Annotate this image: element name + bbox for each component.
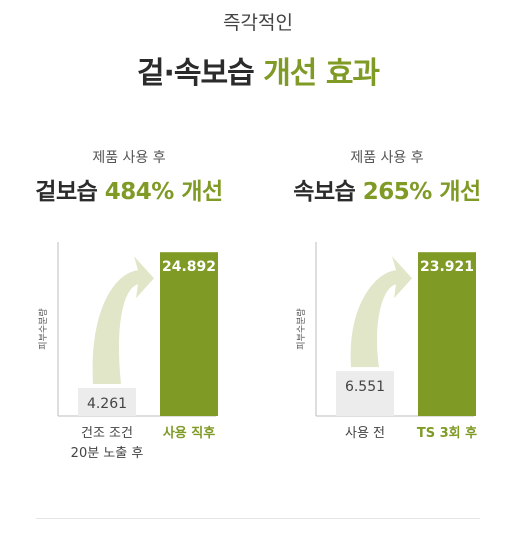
- bar-chart-outer-moisture: 피부수분량 4.261 건조 조건 20분 노출 후 24.892 사용 직후: [37, 242, 218, 461]
- panel-subtitle: 제품 사용 후: [92, 150, 166, 166]
- panel-subtitle: 제품 사용 후: [350, 150, 424, 166]
- increase-arrow-icon: [350, 256, 412, 368]
- bar-chart-inner-moisture: 피부수분량 6.551 사용 전 23.921 TS 3회 후: [295, 242, 477, 441]
- chart-panel-outer-moisture: 제품 사용 후 겉보습 484% 개선 피부수분량 4.261 건조 조건 20분 노…: [0, 150, 258, 461]
- x-tick-label: 사용 전: [345, 426, 385, 441]
- increase-arrow-icon: [92, 256, 154, 384]
- bar-after: [418, 252, 476, 416]
- stat-value: 265% 개선: [362, 179, 481, 205]
- bar-after: [160, 252, 218, 416]
- panel-stat: 속보습 265% 개선: [258, 172, 516, 206]
- chart-panel-inner-moisture: 제품 사용 후 속보습 265% 개선 피부수분량 6.551 사용 전 23.921…: [258, 0, 516, 547]
- bar-value-label: 24.892: [162, 259, 216, 275]
- bar-value-label: 23.921: [420, 259, 474, 275]
- page-kicker: 즉각적인: [223, 12, 293, 34]
- bar-value-label: 4.261: [87, 396, 127, 412]
- stat-value: 484% 개선: [104, 179, 223, 205]
- bar-before: [78, 387, 136, 416]
- y-axis-label: 피부수분량: [295, 308, 307, 349]
- title-green-part: 개선 효과: [263, 56, 380, 91]
- stat-label: 속보습: [293, 179, 356, 205]
- bar-value-label: 6.551: [345, 379, 385, 395]
- x-tick-label: 20분 노출 후: [71, 446, 144, 461]
- bar-before: [336, 371, 394, 416]
- bottom-divider: [36, 518, 480, 519]
- x-tick-label: 사용 직후: [163, 425, 215, 441]
- x-tick-label: 건조 조건: [81, 426, 133, 441]
- panel-stat: 겉보습 484% 개선: [0, 172, 258, 206]
- title-dark-part: 겉·속보습: [136, 56, 255, 91]
- x-tick-label: TS 3회 후: [417, 425, 477, 441]
- stat-label: 겉보습: [35, 179, 98, 205]
- y-axis-label: 피부수분량: [37, 308, 49, 349]
- page-title: 겉·속보습 개선 효과: [0, 48, 516, 92]
